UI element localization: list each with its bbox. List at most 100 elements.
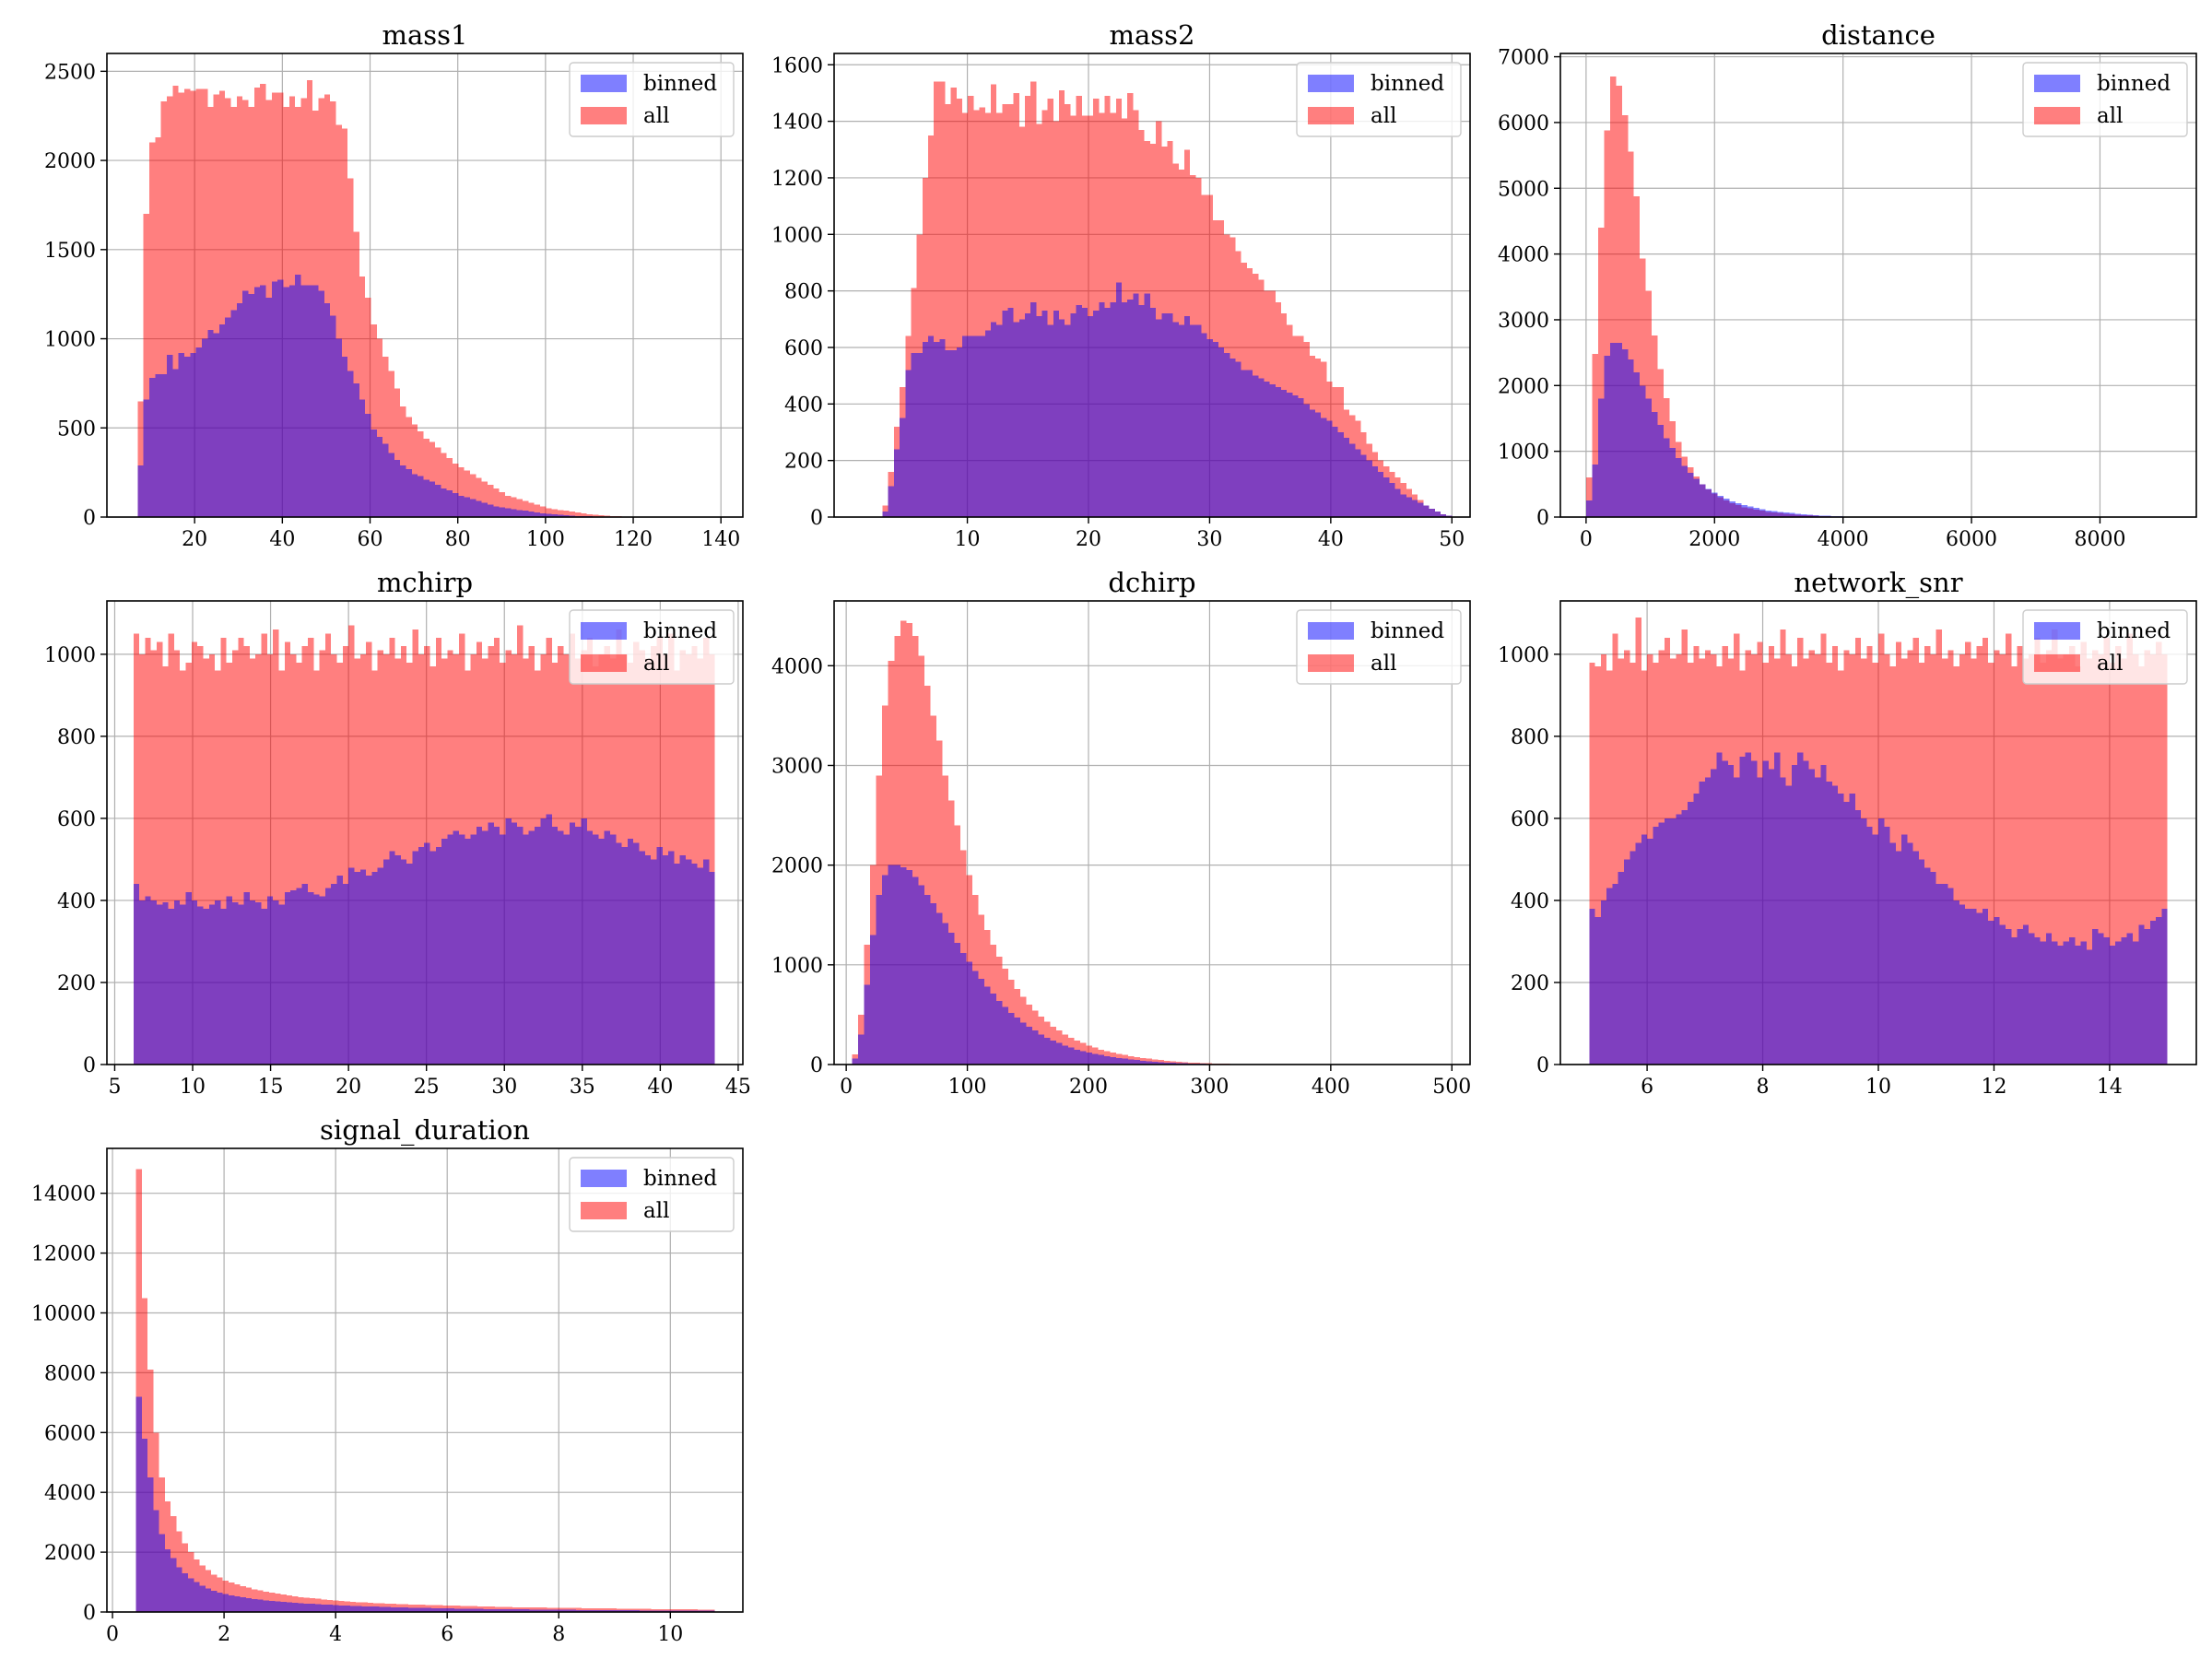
bar-all bbox=[956, 99, 963, 517]
bar-binned bbox=[400, 859, 407, 1065]
bar-binned bbox=[424, 842, 430, 1065]
bar-all bbox=[423, 438, 429, 517]
bar-binned bbox=[1628, 359, 1634, 517]
bar-binned bbox=[1152, 1061, 1159, 1065]
x-tick-label: 6 bbox=[1641, 1076, 1653, 1099]
bar-binned bbox=[1895, 851, 1902, 1065]
bar-all bbox=[2017, 645, 2023, 1065]
bar-all bbox=[1965, 641, 1971, 1065]
bar-binned bbox=[1280, 389, 1288, 517]
bar-binned bbox=[1640, 385, 1646, 517]
bar-binned bbox=[249, 900, 256, 1065]
bar-binned bbox=[959, 952, 967, 1065]
bar-binned bbox=[651, 859, 657, 1065]
bar-all bbox=[599, 1608, 606, 1612]
bar-binned bbox=[924, 895, 931, 1065]
bar-binned bbox=[1717, 496, 1724, 517]
bar-binned bbox=[253, 287, 261, 517]
bar-binned bbox=[2052, 941, 2058, 1065]
bar-binned bbox=[1014, 1018, 1020, 1065]
bar-binned bbox=[418, 476, 424, 517]
bar-binned bbox=[335, 338, 342, 517]
y-tick-label: 6000 bbox=[1498, 112, 1549, 135]
bar-binned bbox=[968, 335, 974, 517]
bar-binned bbox=[1038, 1034, 1044, 1065]
bar-all bbox=[446, 458, 453, 517]
bar-binned bbox=[482, 830, 488, 1065]
bar-binned bbox=[1047, 324, 1053, 517]
bar-binned bbox=[1013, 322, 1019, 517]
bar-all bbox=[935, 740, 943, 1065]
bar-binned bbox=[1062, 1045, 1068, 1065]
bar-binned bbox=[162, 902, 169, 1065]
bar-all bbox=[273, 629, 279, 1065]
bar-all bbox=[2057, 658, 2064, 1065]
bar-binned bbox=[1134, 1060, 1140, 1065]
y-tick-label: 5000 bbox=[1498, 178, 1549, 201]
bar-binned bbox=[1172, 322, 1179, 517]
y-tick-label: 6000 bbox=[44, 1422, 96, 1445]
legend: binned all bbox=[2022, 609, 2188, 685]
x-tick-label: 30 bbox=[1196, 528, 1222, 551]
bar-all bbox=[927, 135, 935, 517]
x-tick-label: 60 bbox=[358, 528, 383, 551]
bar-binned bbox=[300, 285, 307, 517]
bar-binned bbox=[213, 333, 219, 517]
bar-binned bbox=[303, 1603, 310, 1612]
bar-binned bbox=[1434, 511, 1441, 517]
bar-binned bbox=[656, 1610, 664, 1612]
bar-binned bbox=[1079, 1051, 1087, 1065]
bar-all bbox=[382, 356, 389, 517]
bar-binned bbox=[321, 1604, 327, 1612]
bar-binned bbox=[2063, 941, 2069, 1065]
x-tick-label: 25 bbox=[414, 1076, 440, 1099]
bar-binned bbox=[1854, 810, 1862, 1065]
bar-binned bbox=[347, 371, 354, 517]
bar-binned bbox=[947, 933, 955, 1065]
bar-all bbox=[220, 638, 227, 1065]
bar-binned bbox=[622, 1610, 629, 1612]
bar-binned bbox=[942, 923, 948, 1065]
bar-binned bbox=[1759, 509, 1766, 517]
bar-binned bbox=[2057, 945, 2064, 1065]
bar-binned bbox=[458, 495, 465, 517]
bar-binned bbox=[1206, 338, 1213, 517]
bar-binned bbox=[893, 449, 900, 517]
legend: binned all bbox=[1296, 609, 1462, 685]
bar-all bbox=[499, 491, 506, 517]
bar-binned bbox=[1664, 438, 1670, 517]
bar-binned bbox=[679, 854, 687, 1065]
bar-binned bbox=[604, 830, 611, 1065]
bar-binned bbox=[1745, 752, 1751, 1065]
bar-all bbox=[2045, 650, 2053, 1065]
x-tick-label: 80 bbox=[445, 528, 471, 551]
bar-binned bbox=[464, 497, 471, 517]
legend-swatch-all bbox=[2034, 107, 2080, 124]
legend: binned all bbox=[1296, 62, 1462, 137]
y-tick-label: 400 bbox=[57, 890, 96, 913]
bar-binned bbox=[1878, 818, 1885, 1065]
bar-all bbox=[371, 324, 377, 517]
bar-binned bbox=[278, 904, 285, 1065]
axes-frame bbox=[106, 1147, 744, 1613]
bar-binned bbox=[307, 892, 314, 1065]
bar-binned bbox=[640, 1610, 646, 1612]
bar-all bbox=[278, 670, 285, 1065]
bar-binned bbox=[324, 888, 332, 1065]
bar-binned bbox=[156, 904, 163, 1065]
bar-all bbox=[1624, 650, 1630, 1065]
bar-binned bbox=[1889, 842, 1896, 1065]
bar-binned bbox=[150, 900, 157, 1065]
bar-all bbox=[160, 101, 167, 517]
bar-binned bbox=[633, 842, 640, 1065]
bar-binned bbox=[911, 353, 917, 517]
bar-binned bbox=[1133, 293, 1139, 517]
bar-binned bbox=[2069, 937, 2076, 1065]
bar-all bbox=[429, 441, 436, 517]
bar-binned bbox=[2080, 941, 2087, 1065]
subplot-title: network_snr bbox=[1794, 567, 1962, 599]
bar-binned bbox=[945, 350, 951, 517]
bar-binned bbox=[407, 1607, 415, 1612]
bar-binned bbox=[396, 1606, 403, 1612]
